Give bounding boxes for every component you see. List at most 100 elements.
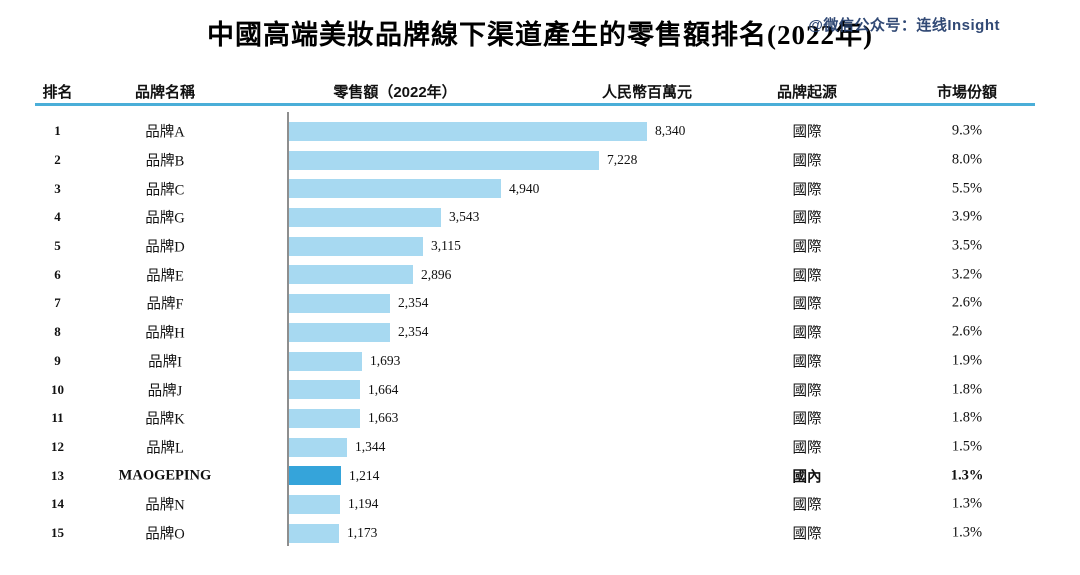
table-row: 6 品牌E 2,896 國際 3.2% — [0, 260, 1080, 289]
table-row: 1 品牌A 8,340 國際 9.3% — [0, 117, 1080, 146]
brand-origin-cell: 國際 — [792, 354, 822, 371]
retail-sales-bar — [289, 236, 423, 256]
brand-origin-cell: 國際 — [792, 440, 822, 457]
retail-sales-value: 4,940 — [509, 180, 540, 196]
market-share-cell: 1.3% — [951, 495, 983, 512]
brand-origin-cell: 國際 — [792, 153, 822, 170]
retail-sales-value: 1,663 — [368, 410, 399, 426]
brand-origin-cell: 國際 — [792, 325, 822, 342]
retail-sales-value: 7,228 — [607, 152, 638, 168]
market-share-cell: 1.8% — [951, 381, 983, 398]
brand-name-cell: 品牌D — [145, 239, 185, 256]
table-row: 8 品牌H 2,354 國際 2.6% — [0, 318, 1080, 347]
rank-cell: 10 — [51, 381, 64, 397]
brand-origin-cell: 國際 — [792, 124, 822, 141]
market-share-cell: 1.3% — [951, 524, 983, 541]
market-share-cell: 1.3% — [950, 467, 984, 484]
table-row: 14 品牌N 1,194 國際 1.3% — [0, 490, 1080, 519]
table-row: 2 品牌B 7,228 國際 8.0% — [0, 146, 1080, 175]
rank-cell: 15 — [51, 524, 64, 540]
table-row: 3 品牌C 4,940 國際 5.5% — [0, 174, 1080, 203]
brand-name-cell: 品牌N — [145, 497, 185, 514]
market-share-cell: 3.5% — [951, 237, 983, 254]
market-share-cell: 9.3% — [951, 122, 983, 139]
market-share-cell: 8.0% — [951, 151, 983, 168]
rank-cell: 5 — [54, 238, 61, 254]
table-row: 13 MAOGEPING 1,214 國內 1.3% — [0, 461, 1080, 490]
brand-origin-cell: 國際 — [792, 210, 822, 227]
brand-name-cell: 品牌E — [146, 268, 184, 285]
rank-cell: 11 — [51, 410, 64, 426]
retail-sales-value: 1,693 — [370, 352, 401, 368]
retail-sales-value: 1,173 — [347, 524, 378, 540]
chart-title: 中國高端美妝品牌線下渠道產生的零售額排名(2022年) — [207, 20, 873, 50]
table-row: 4 品牌G 3,543 國際 3.9% — [0, 203, 1080, 232]
table-row: 9 品牌I 1,693 國際 1.9% — [0, 347, 1080, 376]
retail-sales-value: 3,543 — [449, 209, 480, 225]
brand-origin-cell: 國內 — [792, 469, 822, 486]
retail-sales-bar — [289, 351, 362, 371]
brand-name-cell: 品牌F — [146, 296, 184, 313]
table-row: 10 品牌J 1,664 國際 1.8% — [0, 375, 1080, 404]
rank-cell: 1 — [54, 123, 61, 139]
retail-sales-bar — [289, 122, 647, 141]
brand-origin-cell: 國際 — [792, 411, 822, 428]
header-underline — [35, 103, 1035, 106]
retail-sales-bar — [289, 265, 413, 285]
retail-sales-value: 8,340 — [655, 123, 686, 139]
table-row: 15 品牌O 1,173 國際 1.3% — [0, 519, 1080, 548]
brand-origin-cell: 國際 — [792, 383, 822, 400]
brand-name-cell: 品牌H — [145, 325, 185, 342]
retail-sales-bar — [289, 437, 347, 457]
brand-origin-cell: 國際 — [792, 268, 822, 285]
watermark-text: @微信公众号：连线Insight — [808, 17, 1000, 34]
table-row: 11 品牌K 1,663 國際 1.8% — [0, 404, 1080, 433]
brand-name-cell: 品牌K — [145, 411, 185, 428]
market-share-cell: 5.5% — [951, 180, 983, 197]
rank-cell: 3 — [54, 180, 61, 196]
header-rank: 排名 — [42, 84, 73, 101]
rank-cell: 14 — [51, 496, 64, 512]
rank-cell: 13 — [51, 467, 64, 483]
header-brand-origin: 品牌起源 — [776, 84, 837, 101]
brand-origin-cell: 國際 — [792, 526, 822, 543]
brand-origin-cell: 國際 — [792, 296, 822, 313]
rank-cell: 12 — [51, 438, 64, 454]
header-brand-name: 品牌名稱 — [134, 84, 195, 101]
market-share-cell: 1.9% — [951, 352, 983, 369]
rank-cell: 8 — [54, 324, 61, 340]
header-retail-sales: 零售額（2022年） — [333, 84, 457, 101]
retail-sales-bar — [289, 179, 501, 199]
retail-sales-value: 1,664 — [368, 381, 399, 397]
market-share-cell: 3.2% — [951, 266, 983, 283]
retail-sales-value: 2,896 — [421, 266, 452, 282]
retail-sales-bar — [289, 294, 390, 314]
table-row: 7 品牌F 2,354 國際 2.6% — [0, 289, 1080, 318]
retail-sales-value: 2,354 — [398, 324, 429, 340]
retail-sales-value: 1,344 — [355, 438, 386, 454]
retail-sales-value: 1,194 — [348, 496, 379, 512]
rank-cell: 6 — [54, 266, 61, 282]
retail-sales-value: 3,115 — [431, 238, 461, 254]
retail-sales-bar — [289, 523, 339, 543]
brand-name-cell: 品牌I — [148, 354, 182, 371]
brand-origin-cell: 國際 — [792, 497, 822, 514]
brand-name-cell: 品牌J — [147, 383, 183, 400]
retail-sales-bar — [289, 150, 599, 170]
table-body: 1 品牌A 8,340 國際 9.3% 2 品牌B 7,228 國際 8.0% 3 品牌C 4,940 國… — [0, 117, 1080, 547]
retail-sales-value: 2,354 — [398, 295, 429, 311]
retail-sales-bar — [289, 322, 390, 342]
bar-baseline-axis — [287, 112, 289, 546]
rank-cell: 4 — [54, 209, 61, 225]
brand-origin-cell: 國際 — [792, 239, 822, 256]
brand-name-cell: 品牌L — [146, 440, 184, 457]
retail-sales-bar — [289, 208, 441, 228]
header-unit-rmb-mn: 人民幣百萬元 — [601, 84, 692, 101]
brand-name-cell: 品牌C — [145, 182, 185, 199]
retail-sales-bar — [289, 466, 341, 486]
market-share-cell: 2.6% — [951, 323, 983, 340]
table-row: 5 品牌D 3,115 國際 3.5% — [0, 232, 1080, 261]
retail-sales-value: 1,214 — [349, 467, 380, 483]
rank-cell: 2 — [54, 152, 61, 168]
